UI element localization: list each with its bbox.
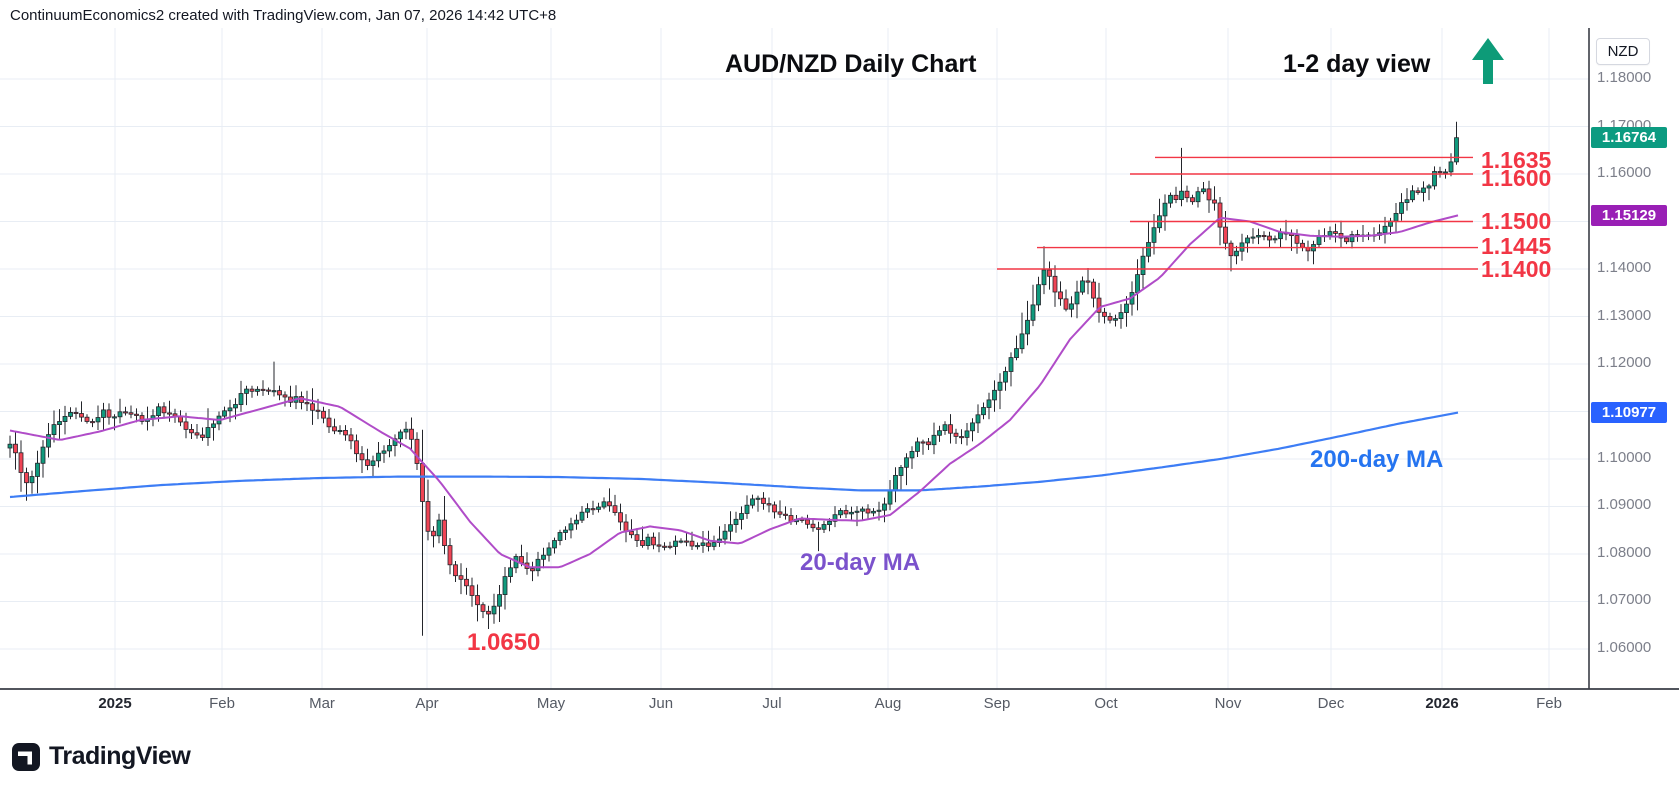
currency-button[interactable]: NZD — [1596, 38, 1650, 65]
ma200-label: 200-day MA — [1310, 446, 1444, 473]
up-arrow-icon — [1472, 38, 1504, 84]
chart-title: AUD/NZD Daily Chart — [725, 50, 977, 78]
tradingview-wordmark: TradingView — [49, 742, 191, 770]
support-annotation-1-0650: 1.0650 — [467, 629, 541, 656]
view-note: 1-2 day view — [1283, 50, 1431, 78]
ma20-label: 20-day MA — [800, 549, 921, 576]
tradingview-logo[interactable]: TradingView — [12, 742, 191, 771]
attribution-text: ContinuumEconomics2 created with Trading… — [10, 7, 557, 24]
tradingview-icon — [12, 742, 40, 771]
